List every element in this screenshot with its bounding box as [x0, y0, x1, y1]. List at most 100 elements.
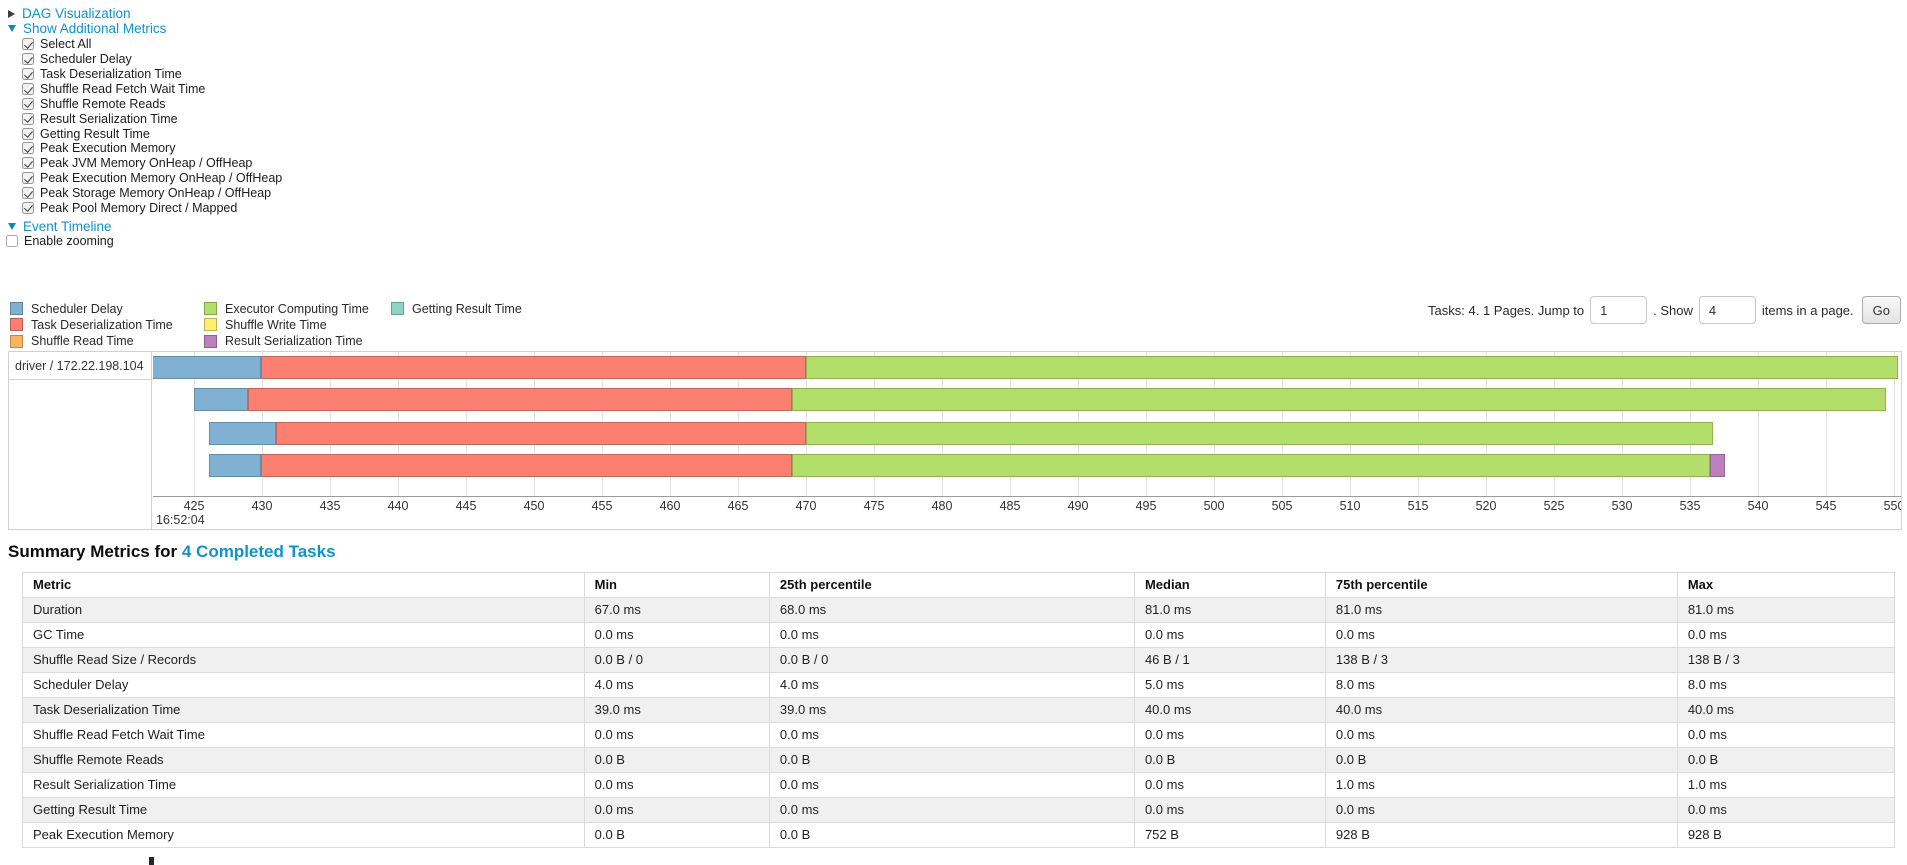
- timeline-tick-label: 500: [1203, 499, 1225, 513]
- metric-value-cell: 0.0 ms: [583, 797, 770, 823]
- legend-item: Scheduler Delay: [10, 301, 173, 316]
- metric-value-cell: 81.0 ms: [1324, 597, 1678, 623]
- metric-checkbox[interactable]: [22, 201, 34, 214]
- legend-label: Getting Result Time: [412, 301, 522, 316]
- metric-checkbox[interactable]: [22, 112, 34, 125]
- timeline-axis-labels: 16:52:04 425 430 435 440 445 450 455 460 465 470 4…: [153, 498, 1901, 530]
- timeline-bar-executor-computing: [806, 422, 1714, 445]
- metric-value-cell: 0.0 ms: [1676, 722, 1896, 748]
- metric-name-cell: Task Deserialization Time: [22, 697, 585, 723]
- metric-option-row: Peak JVM Memory OnHeap / OffHeap: [22, 156, 252, 171]
- summary-title-text: Summary Metrics for: [8, 542, 178, 561]
- enable-zooming-checkbox[interactable]: [6, 235, 18, 247]
- table-row: Shuffle Read Size / Records 0.0 B / 0 0.0 …: [22, 647, 1896, 673]
- metric-value-cell: 40.0 ms: [1133, 697, 1326, 723]
- go-button[interactable]: Go: [1861, 296, 1901, 324]
- metric-checkbox[interactable]: [22, 97, 34, 110]
- metric-checkbox[interactable]: [22, 38, 34, 51]
- metric-checkbox[interactable]: [22, 142, 34, 155]
- metric-value-cell: 0.0 B / 0: [768, 647, 1135, 673]
- event-timeline-label: Event Timeline: [23, 219, 112, 234]
- metric-value-cell: 138 B / 3: [1676, 647, 1896, 673]
- timeline-gridline: [194, 352, 195, 496]
- legend-label: Shuffle Write Time: [225, 317, 327, 332]
- completed-tasks-link[interactable]: 4 Completed Tasks: [181, 542, 336, 561]
- metric-name-cell: Result Serialization Time: [22, 772, 585, 798]
- metric-checkbox-label: Scheduler Delay: [40, 52, 132, 67]
- table-row: Result Serialization Time 0.0 ms 0.0 ms 0.0…: [22, 772, 1896, 798]
- metric-value-cell: 752 B: [1133, 822, 1326, 848]
- metric-checkbox-label: Peak Storage Memory OnHeap / OffHeap: [40, 185, 272, 200]
- metric-option-row: Getting Result Time: [22, 126, 150, 141]
- table-row: Duration 67.0 ms 68.0 ms 81.0 ms 81.0 ms 81.0…: [22, 597, 1896, 623]
- metric-value-cell: 40.0 ms: [1676, 697, 1896, 723]
- timeline-bar-executor-computing: [806, 356, 1899, 379]
- timeline-plot-area: [153, 352, 1901, 496]
- timeline-tick-label: 535: [1679, 499, 1701, 513]
- metric-checkbox[interactable]: [22, 53, 34, 66]
- metric-checkbox[interactable]: [22, 68, 34, 81]
- metric-value-cell: 0.0 ms: [768, 722, 1135, 748]
- items-in-page-text: items in a page.: [1761, 302, 1854, 318]
- items-per-page-input[interactable]: [1698, 296, 1756, 324]
- event-timeline-chart: driver / 172.22.198.104 16:52:04 425 430 4…: [8, 351, 1902, 530]
- legend-swatch-icon: [10, 334, 23, 348]
- metric-name-cell: Scheduler Delay: [22, 672, 585, 698]
- metric-checkbox[interactable]: [22, 82, 34, 95]
- timeline-tick-label: 515: [1407, 499, 1429, 513]
- metric-option-row: Scheduler Delay: [22, 52, 132, 67]
- metric-checkbox-label: Task Deserialization Time: [40, 67, 182, 82]
- column-header: 75th percentile: [1324, 572, 1678, 598]
- dag-visualization-toggle[interactable]: DAG Visualization: [8, 6, 131, 21]
- metric-value-cell: 68.0 ms: [768, 597, 1135, 623]
- show-text: . Show: [1653, 302, 1693, 318]
- legend-swatch-icon: [204, 318, 217, 332]
- table-row: GC Time 0.0 ms 0.0 ms 0.0 ms 0.0 ms 0.0 ms: [22, 622, 1896, 648]
- metric-name-cell: Duration: [22, 597, 585, 623]
- metric-value-cell: 0.0 ms: [1133, 722, 1326, 748]
- legend-item: Task Deserialization Time: [10, 318, 173, 332]
- timeline-tick-label: 430: [251, 499, 273, 513]
- expanded-arrow-icon: [8, 25, 16, 32]
- timeline-tick-label: 475: [863, 499, 885, 513]
- metrics-checkbox-list: Select All Scheduler Delay Task Deserializ…: [0, 0, 500, 220]
- jump-to-page-input[interactable]: [1590, 296, 1648, 324]
- metric-checkbox-label: Select All: [40, 37, 92, 52]
- timeline-bar-task-deserialization: [260, 454, 793, 477]
- legend-column-3: Getting Result Time: [391, 301, 522, 316]
- executor-row-label: driver / 172.22.198.104: [9, 352, 151, 380]
- timeline-tick-label: 540: [1747, 499, 1769, 513]
- metric-value-cell: 4.0 ms: [768, 672, 1135, 698]
- metric-checkbox[interactable]: [22, 172, 34, 185]
- legend-item: Shuffle Read Time: [10, 334, 173, 348]
- timeline-tick-label: 425: [183, 499, 205, 513]
- metric-value-cell: 81.0 ms: [1133, 597, 1326, 623]
- metric-name-cell: Shuffle Read Fetch Wait Time: [22, 722, 585, 748]
- metric-value-cell: 0.0 ms: [1676, 622, 1896, 648]
- event-timeline-toggle[interactable]: Event Timeline: [8, 219, 112, 234]
- metric-option-row: Shuffle Remote Reads: [22, 96, 166, 111]
- show-additional-metrics-toggle[interactable]: Show Additional Metrics: [8, 21, 166, 36]
- timeline-tick-label: 525: [1543, 499, 1565, 513]
- timeline-gridline: [1894, 352, 1895, 496]
- metric-checkbox[interactable]: [22, 186, 34, 199]
- metric-checkbox[interactable]: [22, 157, 34, 170]
- metric-value-cell: 0.0 B: [1676, 747, 1896, 773]
- legend-label: Scheduler Delay: [31, 301, 123, 316]
- table-row: Peak Execution Memory 0.0 B 0.0 B 752 B 928 …: [22, 822, 1896, 848]
- table-row: Shuffle Remote Reads 0.0 B 0.0 B 0.0 B 0.0 B…: [22, 747, 1896, 773]
- table-body: Duration 67.0 ms 68.0 ms 81.0 ms 81.0 ms 81.0…: [22, 597, 1896, 848]
- timeline-tick-label: 455: [591, 499, 613, 513]
- timeline-bar-task-deserialization: [275, 422, 806, 445]
- timeline-bar-task-deserialization: [248, 388, 793, 411]
- timeline-bar-executor-computing: [792, 388, 1886, 411]
- metric-checkbox[interactable]: [22, 127, 34, 140]
- metric-value-cell: 8.0 ms: [1676, 672, 1896, 698]
- metric-checkbox-label: Result Serialization Time: [40, 111, 178, 126]
- expanded-arrow-icon: [8, 223, 16, 230]
- metric-option-row: Result Serialization Time: [22, 111, 178, 126]
- metric-value-cell: 0.0 B: [1324, 747, 1678, 773]
- metric-option-row: Peak Pool Memory Direct / Mapped: [22, 200, 237, 215]
- timeline-gridline: [1758, 352, 1759, 496]
- metric-checkbox-label: Peak Execution Memory: [40, 141, 176, 156]
